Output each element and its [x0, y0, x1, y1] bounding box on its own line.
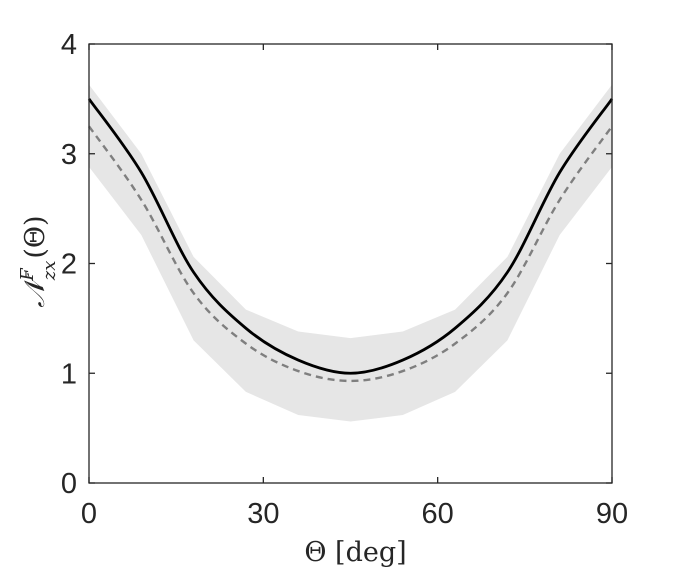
solid-series-line [87, 98, 614, 375]
svg-text:𝒩Fzx(Θ): 𝒩Fzx(Θ) [17, 215, 60, 307]
x-axis-label: Θ [deg] [304, 537, 406, 568]
x-tick-label: 90 [596, 498, 628, 530]
y-tick-label: 2 [61, 249, 77, 281]
uncertainty-band-layer [89, 84, 612, 422]
x-tick-label: 30 [247, 498, 279, 530]
x-tick-label: 0 [81, 498, 97, 530]
x-tick-label: 60 [422, 498, 454, 530]
y-tick-label: 3 [61, 139, 77, 171]
y-axis-label: 𝒩Fzx(Θ) [17, 215, 60, 307]
series-layer [87, 98, 614, 383]
uncertainty-band [89, 84, 612, 422]
y-tick-label: 4 [61, 29, 77, 61]
y-label-superscript: F [17, 267, 38, 282]
y-label-argument: (Θ) [20, 215, 51, 258]
y-label-subscript: zx [39, 261, 60, 282]
y-tick-label: 1 [61, 358, 77, 390]
y-tick-label: 0 [61, 468, 77, 500]
dashed-series-line [88, 125, 613, 383]
tick-layer: 0 30 60 90 0 1 2 3 4 [61, 29, 628, 530]
